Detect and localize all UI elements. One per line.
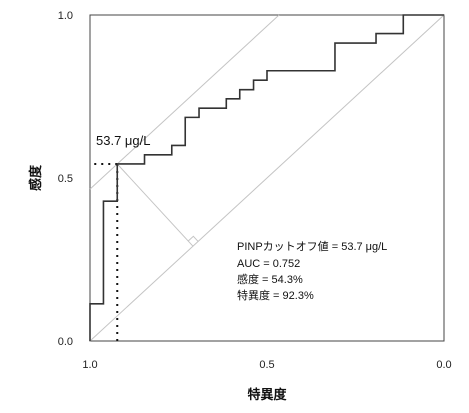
y-tick-label: 1.0 (58, 10, 73, 22)
roc-curve-group (89, 14, 444, 341)
chance-diagonal (89, 14, 445, 342)
x-tick-label: 0.5 (259, 359, 274, 371)
x-tick-label: 0.0 (436, 359, 451, 371)
annotation-cutoff: PINPカットオフ値 = 53.7 μg/L (237, 240, 387, 253)
x-axis-title: 特異度 (247, 387, 287, 402)
x-tick-label: 1.0 (82, 359, 97, 371)
roc-curve (89, 14, 444, 341)
annotation-sensitivity: 感度 = 54.3% (237, 272, 303, 286)
annotation-specificity: 特異度 = 92.3% (237, 288, 314, 302)
cutoff-label: 53.7 μg/L (96, 133, 150, 148)
youden-distance-line (116, 163, 194, 247)
y-axis-title: 感度 (28, 164, 43, 191)
y-tick-label: 0.5 (58, 173, 73, 185)
plot-frame (89, 14, 445, 342)
right-angle-marker (187, 235, 199, 242)
reference-lines (89, 14, 445, 342)
tick-labels: 1.0 0.5 0.0 0.0 0.5 1.0 (58, 10, 452, 371)
y-tick-label: 0.0 (58, 336, 73, 348)
tangent-line (89, 14, 280, 190)
annotation-auc: AUC = 0.752 (237, 258, 300, 270)
